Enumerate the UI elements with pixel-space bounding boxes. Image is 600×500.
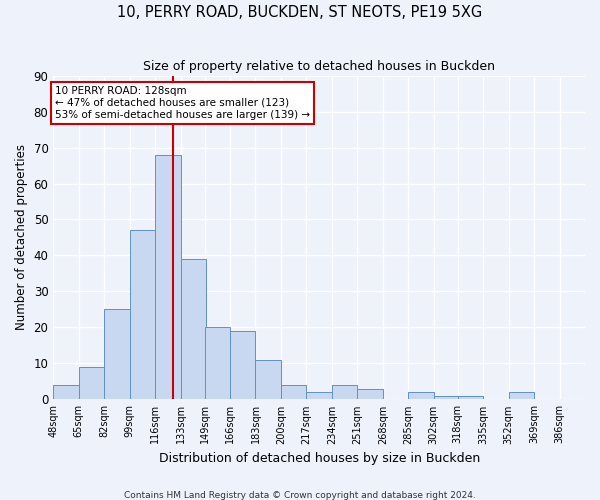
Bar: [230, 331, 256, 400]
Bar: [181, 259, 206, 400]
Bar: [281, 385, 307, 400]
Text: 10 PERRY ROAD: 128sqm
← 47% of detached houses are smaller (123)
53% of semi-det: 10 PERRY ROAD: 128sqm ← 47% of detached …: [55, 86, 310, 120]
Bar: [458, 396, 483, 400]
Bar: [130, 230, 155, 400]
Text: Contains HM Land Registry data © Crown copyright and database right 2024.: Contains HM Land Registry data © Crown c…: [124, 490, 476, 500]
Title: Size of property relative to detached houses in Buckden: Size of property relative to detached ho…: [143, 60, 495, 73]
Bar: [256, 360, 281, 400]
Bar: [53, 385, 79, 400]
Bar: [509, 392, 534, 400]
Bar: [155, 154, 181, 400]
Text: 10, PERRY ROAD, BUCKDEN, ST NEOTS, PE19 5XG: 10, PERRY ROAD, BUCKDEN, ST NEOTS, PE19 …: [118, 5, 482, 20]
Bar: [332, 385, 358, 400]
Bar: [434, 396, 459, 400]
Bar: [104, 310, 130, 400]
Bar: [408, 392, 434, 400]
Bar: [79, 367, 104, 400]
Bar: [358, 388, 383, 400]
Bar: [205, 328, 230, 400]
X-axis label: Distribution of detached houses by size in Buckden: Distribution of detached houses by size …: [158, 452, 480, 465]
Bar: [307, 392, 332, 400]
Y-axis label: Number of detached properties: Number of detached properties: [15, 144, 28, 330]
